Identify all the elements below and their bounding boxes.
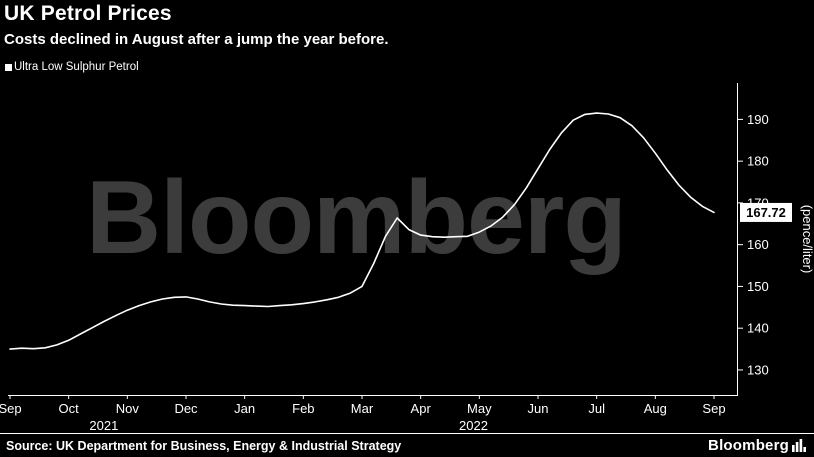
y-tick-label: 140 <box>747 321 769 336</box>
legend-swatch-icon <box>5 63 12 71</box>
y-tick-label: 150 <box>747 279 769 294</box>
bloomberg-logo-text: Bloomberg <box>708 437 789 454</box>
price-line <box>9 112 715 350</box>
y-tick-label: 190 <box>747 112 769 127</box>
x-tick-label: Jun <box>528 401 549 416</box>
y-axis-title: (pence/liter) <box>800 205 814 274</box>
bloomberg-logo-bars-icon <box>792 439 806 452</box>
x-tick-label: Aug <box>644 401 667 416</box>
x-tick-label: Mar <box>351 401 374 416</box>
bloomberg-watermark: Bloomberg <box>86 160 627 276</box>
x-tick-label: Apr <box>411 401 432 416</box>
x-tick-label: Nov <box>116 401 140 416</box>
x-tick-label: Feb <box>292 401 314 416</box>
last-value-box <box>740 202 792 222</box>
bloomberg-logo: Bloomberg <box>708 437 814 454</box>
x-tick-label: May <box>467 401 492 416</box>
legend-label: Ultra Low Sulphur Petrol <box>14 61 139 73</box>
y-tick-label: 160 <box>747 237 769 252</box>
x-year-label: 2021 <box>89 418 118 433</box>
x-tick-label: Jan <box>234 401 255 416</box>
source-text: Source: UK Department for Business, Ener… <box>6 438 402 453</box>
y-tick-label: 130 <box>747 362 769 377</box>
x-year-label: 2022 <box>459 418 488 433</box>
x-tick-label: Dec <box>174 401 198 416</box>
y-tick-label: 180 <box>747 154 769 169</box>
chart-subtitle: Costs declined in August after a jump th… <box>4 31 389 48</box>
x-tick-label: Sep <box>0 401 22 416</box>
x-tick-label: Jul <box>588 401 605 416</box>
last-value-label: 167.72 <box>746 205 786 220</box>
x-tick-label: Oct <box>59 401 80 416</box>
footer-bar: Source: UK Department for Business, Ener… <box>0 433 814 457</box>
x-tick-label: Sep <box>702 401 725 416</box>
chart-title: UK Petrol Prices <box>4 2 172 25</box>
legend: Ultra Low Sulphur Petrol <box>5 61 139 73</box>
